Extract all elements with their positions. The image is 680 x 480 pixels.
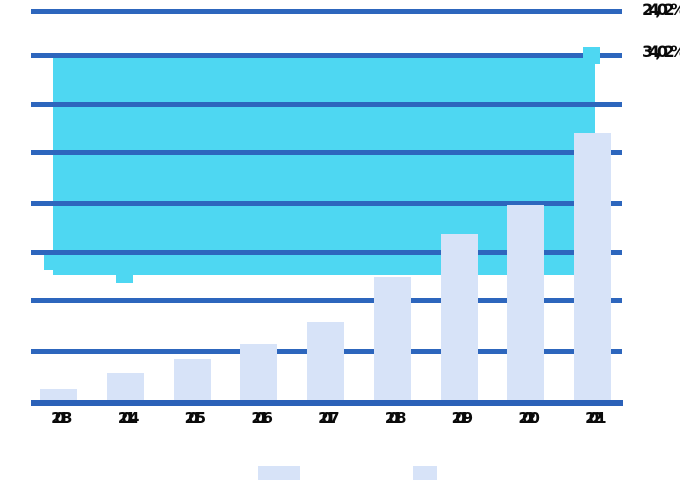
horizontal-gridline [31, 200, 622, 206]
horizontal-gridline [31, 149, 622, 155]
band-point-marker [44, 252, 61, 270]
x-tick-label: 2019 [451, 409, 474, 427]
horizontal-gridline [31, 8, 622, 14]
cyan-band-body [53, 56, 595, 276]
bar-2021 [574, 132, 611, 400]
band-point-marker [115, 266, 133, 284]
horizontal-gridline [31, 297, 622, 303]
x-tick-label: 2013 [51, 409, 73, 427]
x-tick-label: 2020 [518, 409, 540, 427]
x-tick-label: 2021 [585, 409, 607, 427]
bar-2016 [240, 343, 278, 400]
x-tick-label: 2014 [117, 409, 140, 427]
horizontal-gridline [31, 249, 622, 255]
x-tick-label: 2018 [384, 409, 407, 427]
x-tick-label: 2016 [251, 409, 273, 427]
bar-2020 [507, 205, 545, 400]
legend-swatch-2 [413, 466, 437, 480]
bar-2018 [373, 277, 411, 400]
x-axis-line [31, 400, 623, 406]
x-tick-label: 2015 [184, 409, 207, 427]
value-annotation: 24,02% [642, 0, 680, 19]
bar-2019 [440, 233, 478, 400]
legend-swatch-1 [258, 466, 300, 480]
bar-2014 [106, 373, 144, 400]
x-tick-label: 2017 [318, 409, 340, 427]
bar-2013 [40, 388, 77, 400]
bar-2015 [173, 359, 211, 400]
bar-2017 [307, 322, 344, 400]
band-point-marker [583, 47, 600, 65]
horizontal-gridline [31, 52, 622, 58]
horizontal-gridline [31, 101, 622, 107]
value-annotation: 34,02% [642, 42, 680, 61]
